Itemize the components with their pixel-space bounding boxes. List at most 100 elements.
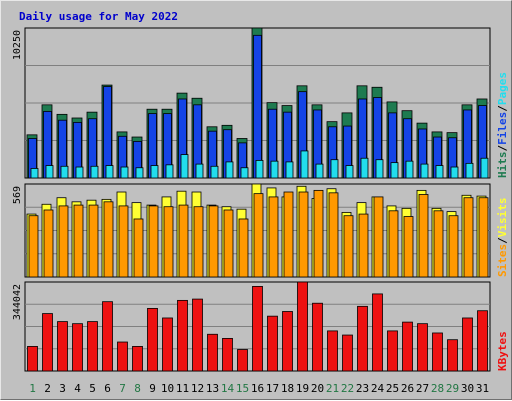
legend-separator: / [496,105,509,112]
x-label-day-12: 12 [191,382,204,395]
bar-pages-day-24 [375,159,384,179]
bar-kbytes-day-27 [417,323,428,372]
bar-sites-day-3 [58,205,69,278]
bar-kbytes-day-7 [117,341,128,372]
x-label-day-14: 14 [221,382,235,395]
bar-kbytes-day-20 [312,302,323,372]
legend-item-kbytes: KBytes [496,331,509,371]
x-label-day-11: 11 [176,382,189,395]
bar-kbytes-day-25 [387,330,398,372]
bar-pages-day-7 [120,166,129,179]
bar-pages-day-13 [210,165,219,179]
bar-kbytes-day-8 [132,346,143,372]
y-max-label: 10250 [12,30,23,60]
x-label-day-18: 18 [281,382,294,395]
bar-sites-day-22 [343,215,354,278]
bar-files-day-16 [253,34,262,179]
bar-sites-day-24 [373,196,384,278]
bar-sites-day-14 [223,209,234,278]
bar-kbytes-day-4 [72,323,83,372]
x-label-day-25: 25 [386,382,399,395]
bar-sites-day-21 [328,192,339,278]
panel-bottom: 344042 KBytes [12,281,509,372]
bar-pages-day-20 [315,163,324,179]
bar-sites-day-15 [238,218,249,278]
bar-sites-day-12 [193,206,204,278]
x-label-day-2: 2 [44,382,51,395]
x-label-day-21: 21 [326,382,339,395]
legend-separator: / [496,145,509,152]
x-label-day-17: 17 [266,382,279,395]
legend-item-files: Files [496,112,509,145]
legend-bottom: KBytes [496,331,509,371]
bar-pages-day-19 [300,150,309,179]
bar-sites-day-26 [403,216,414,278]
x-label-day-15: 15 [236,382,249,395]
bar-kbytes-day-21 [327,330,338,372]
bar-kbytes-day-10 [162,317,173,372]
bar-kbytes-day-16 [252,286,263,372]
x-label-day-27: 27 [416,382,429,395]
bar-sites-day-17 [268,196,279,278]
bar-files-day-6 [103,86,112,179]
y-max-label: 344042 [12,284,23,320]
bar-pages-day-10 [165,164,174,179]
bar-pages-day-29 [450,166,459,179]
bar-sites-day-13 [208,205,219,278]
x-label-day-30: 30 [461,382,474,395]
bar-pages-day-23 [360,157,369,179]
bar-sites-day-25 [388,210,399,278]
x-label-day-8: 8 [134,382,141,395]
x-label-day-28: 28 [431,382,444,395]
bar-sites-day-27 [418,194,429,278]
bar-sites-day-2 [43,209,54,278]
bar-kbytes-day-5 [87,321,98,372]
bar-sites-day-29 [448,215,459,278]
bar-pages-day-17 [270,160,279,179]
x-label-day-13: 13 [206,382,219,395]
bar-kbytes-day-18 [282,311,293,372]
bar-pages-day-14 [225,161,234,179]
legend-separator: / [496,237,509,244]
legend-middle: Sites/Visits [496,198,509,278]
bar-pages-day-12 [195,163,204,179]
x-label-day-24: 24 [371,382,385,395]
legend-item-sites: Sites [496,244,509,277]
x-label-day-29: 29 [446,382,459,395]
bar-kbytes-day-17 [267,315,278,372]
x-label-day-23: 23 [356,382,369,395]
bar-sites-day-9 [148,205,159,278]
bar-pages-day-31 [480,157,489,179]
bar-sites-day-16 [253,193,264,278]
chart-title: Daily usage for May 2022 [19,10,178,23]
bar-kbytes-day-26 [402,321,413,372]
x-label-day-6: 6 [104,382,111,395]
bar-pages-day-28 [435,165,444,179]
bar-kbytes-day-15 [237,349,248,372]
bar-sites-day-28 [433,210,444,278]
bar-sites-day-5 [88,204,99,278]
x-label-day-7: 7 [119,382,126,395]
x-label-day-22: 22 [341,382,354,395]
x-label-day-4: 4 [74,382,81,395]
legend-item-hits: Hits [496,152,509,179]
bar-kbytes-day-13 [207,333,218,372]
bar-pages-day-26 [405,160,414,179]
x-label-day-31: 31 [476,382,489,395]
bar-kbytes-day-22 [342,334,353,372]
x-label-day-10: 10 [161,382,174,395]
legend-top: Hits/Files/Pages [496,72,509,178]
bar-kbytes-day-30 [462,317,473,372]
x-label-day-9: 9 [149,382,156,395]
bar-pages-day-9 [150,165,159,179]
bar-pages-day-18 [285,161,294,179]
bar-pages-day-2 [45,165,54,179]
bar-sites-day-19 [298,191,309,278]
bar-pages-day-4 [75,166,84,179]
bar-kbytes-day-14 [222,338,233,372]
bar-kbytes-day-11 [177,299,188,372]
bar-kbytes-day-2 [42,313,53,372]
bar-pages-day-30 [465,162,474,179]
